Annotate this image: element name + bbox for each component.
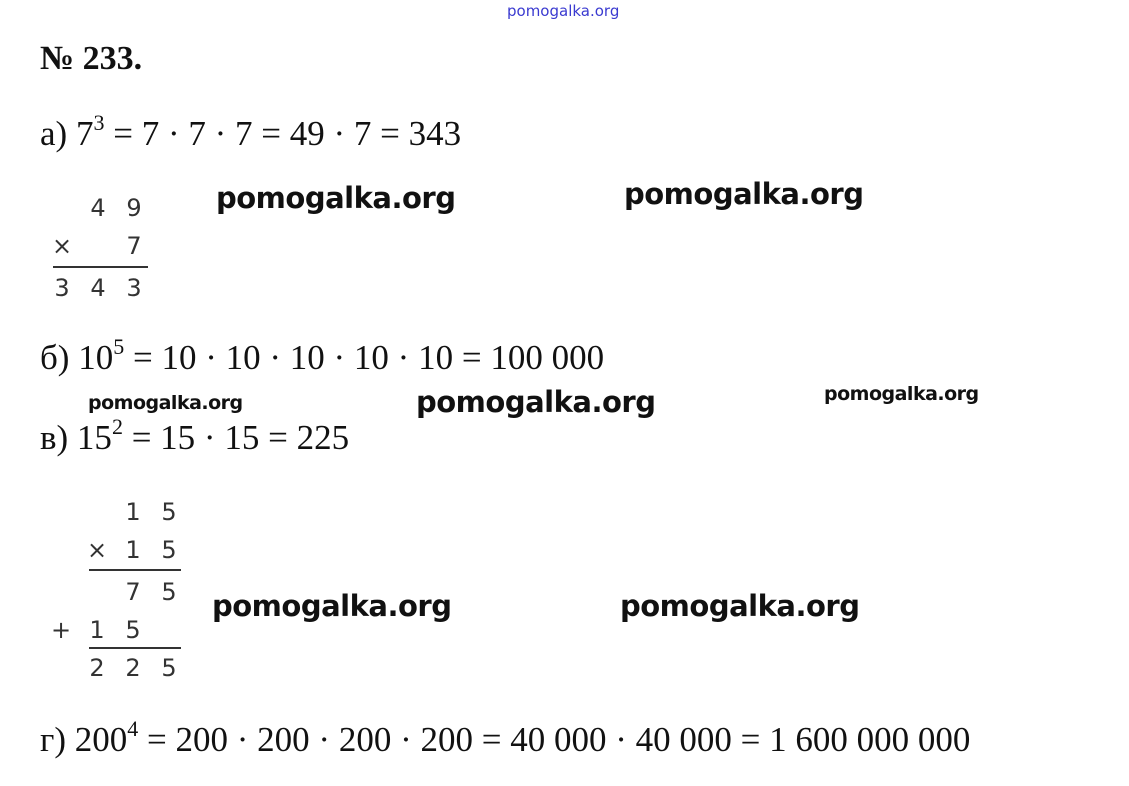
- equation-d: г) 2004 = 200 · 200 · 200 · 200 = 40 000…: [40, 716, 971, 760]
- watermark: pomogalka.org: [620, 589, 860, 623]
- column-rule: [53, 266, 148, 268]
- watermark: pomogalka.org: [416, 385, 656, 419]
- digit: 2: [125, 654, 141, 682]
- eq-exponent: 2: [111, 414, 123, 439]
- eq-exponent: 4: [127, 716, 139, 741]
- watermark-top: pomogalka.org: [507, 2, 620, 20]
- digit: 7: [125, 578, 141, 606]
- col-row: × 1 5: [43, 536, 187, 564]
- problem-number: № 233.: [40, 40, 143, 77]
- eq-exponent: 3: [93, 110, 105, 135]
- col-row: × 7: [44, 232, 152, 260]
- digit: 5: [125, 616, 141, 644]
- digit: 4: [90, 274, 106, 302]
- digit: [79, 498, 115, 526]
- digit: 1: [125, 536, 141, 564]
- col-row: +1 5: [43, 616, 187, 644]
- watermark: pomogalka.org: [212, 589, 452, 623]
- watermark: pomogalka.org: [624, 177, 864, 211]
- column-rule: [89, 647, 181, 649]
- eq-prefix: в) 15: [40, 418, 112, 457]
- digit: ×: [86, 536, 108, 564]
- digit: 9: [126, 194, 142, 222]
- digit: [43, 578, 79, 606]
- digit: [80, 232, 116, 260]
- equation-b: б) 105 = 10 · 10 · 10 · 10 · 10 = 100 00…: [40, 334, 605, 378]
- digit: [151, 616, 187, 644]
- digit: [79, 578, 115, 606]
- digit: 5: [161, 654, 177, 682]
- digit: [43, 654, 79, 682]
- equation-a: а) 73 = 7 · 7 · 7 = 49 · 7 = 343: [40, 110, 462, 154]
- digit: ×: [51, 232, 73, 260]
- digit: 3: [126, 274, 142, 302]
- eq-rest: = 10 · 10 · 10 · 10 · 10 = 100 000: [124, 338, 605, 377]
- digit: 1: [125, 498, 141, 526]
- eq-rest: = 200 · 200 · 200 · 200 = 40 000 · 40 00…: [138, 720, 971, 759]
- digit: +: [50, 616, 72, 644]
- eq-prefix: г) 200: [40, 720, 128, 759]
- digit: 5: [161, 536, 177, 564]
- digit: [44, 194, 80, 222]
- watermark: pomogalka.org: [216, 181, 456, 215]
- digit: 7: [126, 232, 142, 260]
- digit: 4: [90, 194, 106, 222]
- watermark: pomogalka.org: [88, 392, 243, 414]
- digit: 3: [54, 274, 70, 302]
- eq-rest: = 15 · 15 = 225: [122, 418, 350, 457]
- digit: [43, 498, 79, 526]
- eq-rest: = 7 · 7 · 7 = 49 · 7 = 343: [104, 114, 462, 153]
- column-rule: [89, 569, 181, 571]
- digit: 5: [161, 498, 177, 526]
- eq-prefix: а) 7: [40, 114, 94, 153]
- digit: 2: [89, 654, 105, 682]
- digit: 5: [161, 578, 177, 606]
- eq-prefix: б) 10: [40, 338, 114, 377]
- digit: [43, 536, 79, 564]
- digit: 1: [89, 616, 105, 644]
- watermark: pomogalka.org: [824, 383, 979, 405]
- eq-exponent: 5: [113, 334, 125, 359]
- equation-c: в) 152 = 15 · 15 = 225: [40, 414, 350, 458]
